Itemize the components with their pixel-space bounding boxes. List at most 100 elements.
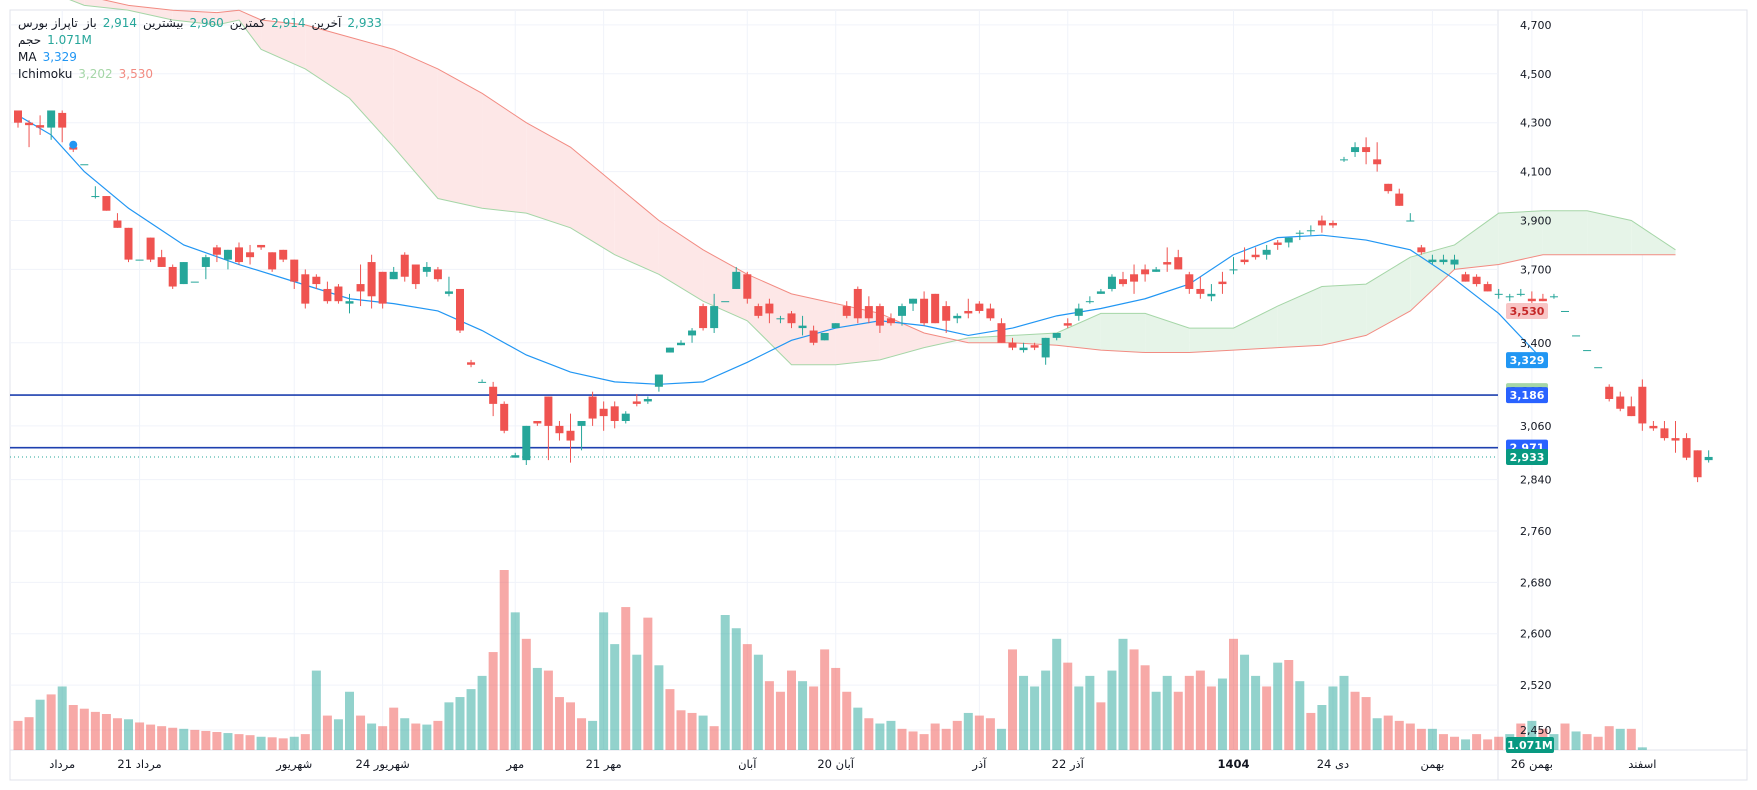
candle-body [555,425,564,434]
candle [1638,379,1647,431]
candle [1494,288,1503,299]
volume-bar [1162,675,1172,750]
cloud-segment [526,122,571,228]
ma-row: MA 3,329 [18,49,382,66]
volume-bar [389,707,399,750]
cloud-segment [1587,210,1632,255]
candle [853,286,862,324]
volume-bar [731,628,741,750]
candle-body [1362,147,1371,153]
volume-bar [1571,731,1581,750]
candle-body [920,298,929,324]
volume-bar [1240,654,1250,750]
volume-bar [1372,718,1382,750]
candle-body [820,332,829,341]
candle [378,271,387,309]
volume-bar [1107,670,1117,750]
price-tick-label: 2,450 [1520,724,1552,737]
candle [1616,391,1625,412]
candle-body [223,249,232,260]
candle-body [190,281,199,283]
volume-bar [400,718,410,750]
candle [953,313,962,324]
price-tick-label: 3,700 [1520,263,1552,276]
candle [1572,335,1581,337]
volume-bar [709,726,719,750]
candle [268,252,277,272]
time-tick-label: 20 آبان [817,757,854,771]
candle [1284,237,1293,248]
candle [1704,450,1713,463]
candle [91,186,100,199]
volume-bar [322,715,332,750]
time-axis[interactable]: مرداد 21 مرداد شهریور 24 شهریور مهر 21 مهر آبا… [49,757,1656,772]
moving-average-line [17,114,1544,385]
volume-bar [897,728,907,750]
volume-bar [1626,728,1636,750]
volume-bar [256,736,266,750]
candle-body [1317,220,1326,226]
volume-bar [1317,705,1327,750]
candle-body [1483,284,1492,292]
candle-body [898,306,906,316]
candle-body [1538,298,1547,302]
candle-body [1185,274,1194,289]
candle-body [1019,347,1028,351]
candle-body [798,325,807,329]
candle [1152,266,1161,272]
volume-bar [1085,675,1095,750]
candle [1549,293,1558,299]
candle [345,293,354,314]
candlesticks [14,110,1713,483]
cloud-segment [1233,306,1278,351]
time-tick-label: مهر [505,757,524,772]
volume-bar [422,724,432,750]
volume-bar [179,728,189,750]
volume-bar [886,720,896,750]
time-tick-label: بهمن [1420,757,1444,772]
volume-bar [720,615,730,750]
volume-bar [1052,638,1062,750]
volume-bar [853,707,863,750]
candle [964,298,973,319]
time-tick-label: اسفند [1628,757,1656,771]
candle-body [1207,293,1216,297]
candle [522,425,531,466]
candle-body [334,286,343,302]
volume-bar [1273,662,1283,750]
volume-bar [112,718,122,750]
candle-body [1638,386,1647,424]
candle-body [1196,288,1205,294]
volume-bar [1129,649,1139,750]
candle [710,293,719,333]
candle-body [1351,147,1360,153]
candle [588,391,597,426]
price-tick-label: 3,400 [1520,337,1552,350]
candle-body [599,408,608,417]
candle [1207,284,1216,302]
price-axis[interactable]: 4,700 4,500 4,300 4,100 3,900 3,700 3,400 3,060… [1520,19,1552,737]
candle-body [1527,298,1536,302]
candle [113,213,122,228]
candle [433,266,442,282]
horizontal-lines[interactable] [10,394,1498,458]
volume-row: حجم 1.071M [18,32,382,49]
volume-bar [499,570,509,750]
candle [1594,367,1603,369]
candle [279,249,288,263]
volume-bar [532,667,542,750]
candle [1605,384,1614,402]
candle-body [621,413,630,421]
candle-body [942,306,951,321]
candle [1583,350,1592,352]
volume-bar [941,728,951,750]
candle [621,411,630,424]
candle-body [124,227,133,260]
candle-body [1130,274,1139,282]
volume-bar [654,665,664,750]
volume-bar [201,730,211,750]
candle [14,110,22,128]
candle-body [1306,230,1315,232]
candle [864,296,873,324]
